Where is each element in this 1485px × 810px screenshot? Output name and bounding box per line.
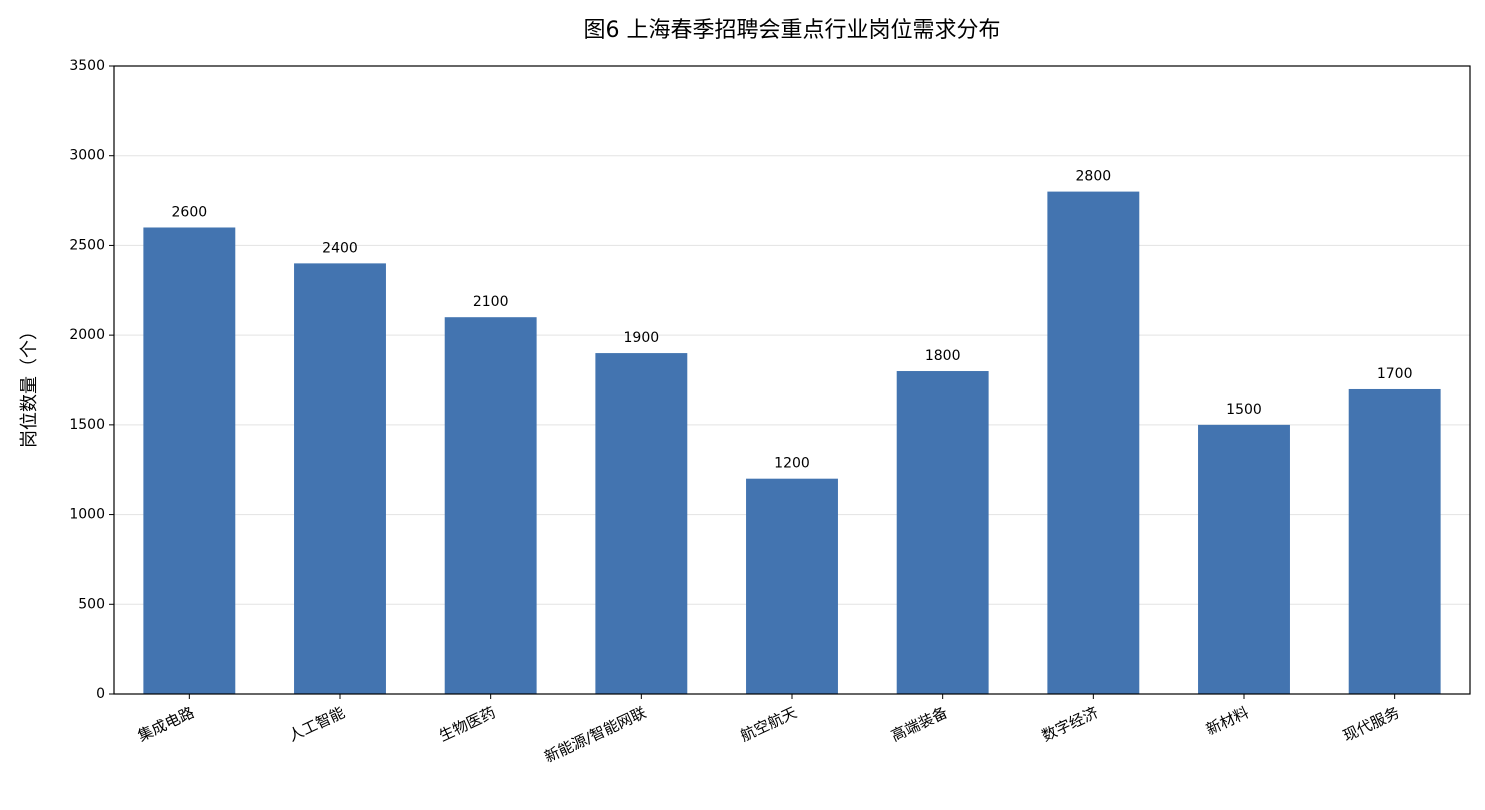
x-tick-label: 新能源/智能网联	[542, 703, 649, 766]
y-tick-label: 3000	[69, 148, 105, 164]
chart-title: 图6 上海春季招聘会重点行业岗位需求分布	[584, 18, 1001, 43]
y-tick-label: 3500	[69, 58, 105, 74]
value-label: 2100	[473, 294, 509, 310]
bar	[896, 371, 989, 694]
y-axis-label: 岗位数量（个）	[19, 322, 40, 448]
x-tick-label: 现代服务	[1340, 703, 1402, 745]
x-tick-label: 新材料	[1203, 703, 1251, 738]
value-label: 1500	[1226, 402, 1262, 418]
y-tick-label: 0	[96, 686, 105, 702]
bar	[143, 227, 236, 694]
value-label: 2600	[172, 204, 208, 220]
x-tick-label: 航空航天	[738, 703, 800, 745]
value-label: 2800	[1076, 169, 1112, 185]
bar	[746, 478, 838, 694]
value-label: 1900	[624, 330, 660, 346]
bar	[1348, 388, 1441, 694]
plot-frame	[113, 65, 1471, 695]
bar	[1198, 424, 1290, 694]
y-tick-label: 2500	[69, 237, 105, 253]
x-tick-label: 数字经济	[1039, 703, 1101, 745]
y-tick-label: 2000	[69, 327, 105, 343]
value-label: 1200	[774, 456, 810, 472]
bar	[595, 353, 688, 694]
value-label: 1800	[925, 348, 961, 364]
y-tick-label: 500	[78, 596, 105, 612]
value-label: 2400	[322, 240, 358, 256]
bar	[1047, 191, 1140, 694]
x-tick-label: 高端装备	[888, 703, 950, 745]
x-tick-label: 集成电路	[135, 703, 197, 745]
x-tick-label: 人工智能	[286, 703, 348, 745]
value-label: 1700	[1377, 366, 1413, 382]
bar	[294, 263, 386, 694]
y-tick-label: 1500	[69, 417, 105, 433]
bar	[444, 317, 537, 694]
x-tick-label: 生物医药	[436, 703, 498, 745]
y-tick-label: 1000	[69, 507, 105, 523]
